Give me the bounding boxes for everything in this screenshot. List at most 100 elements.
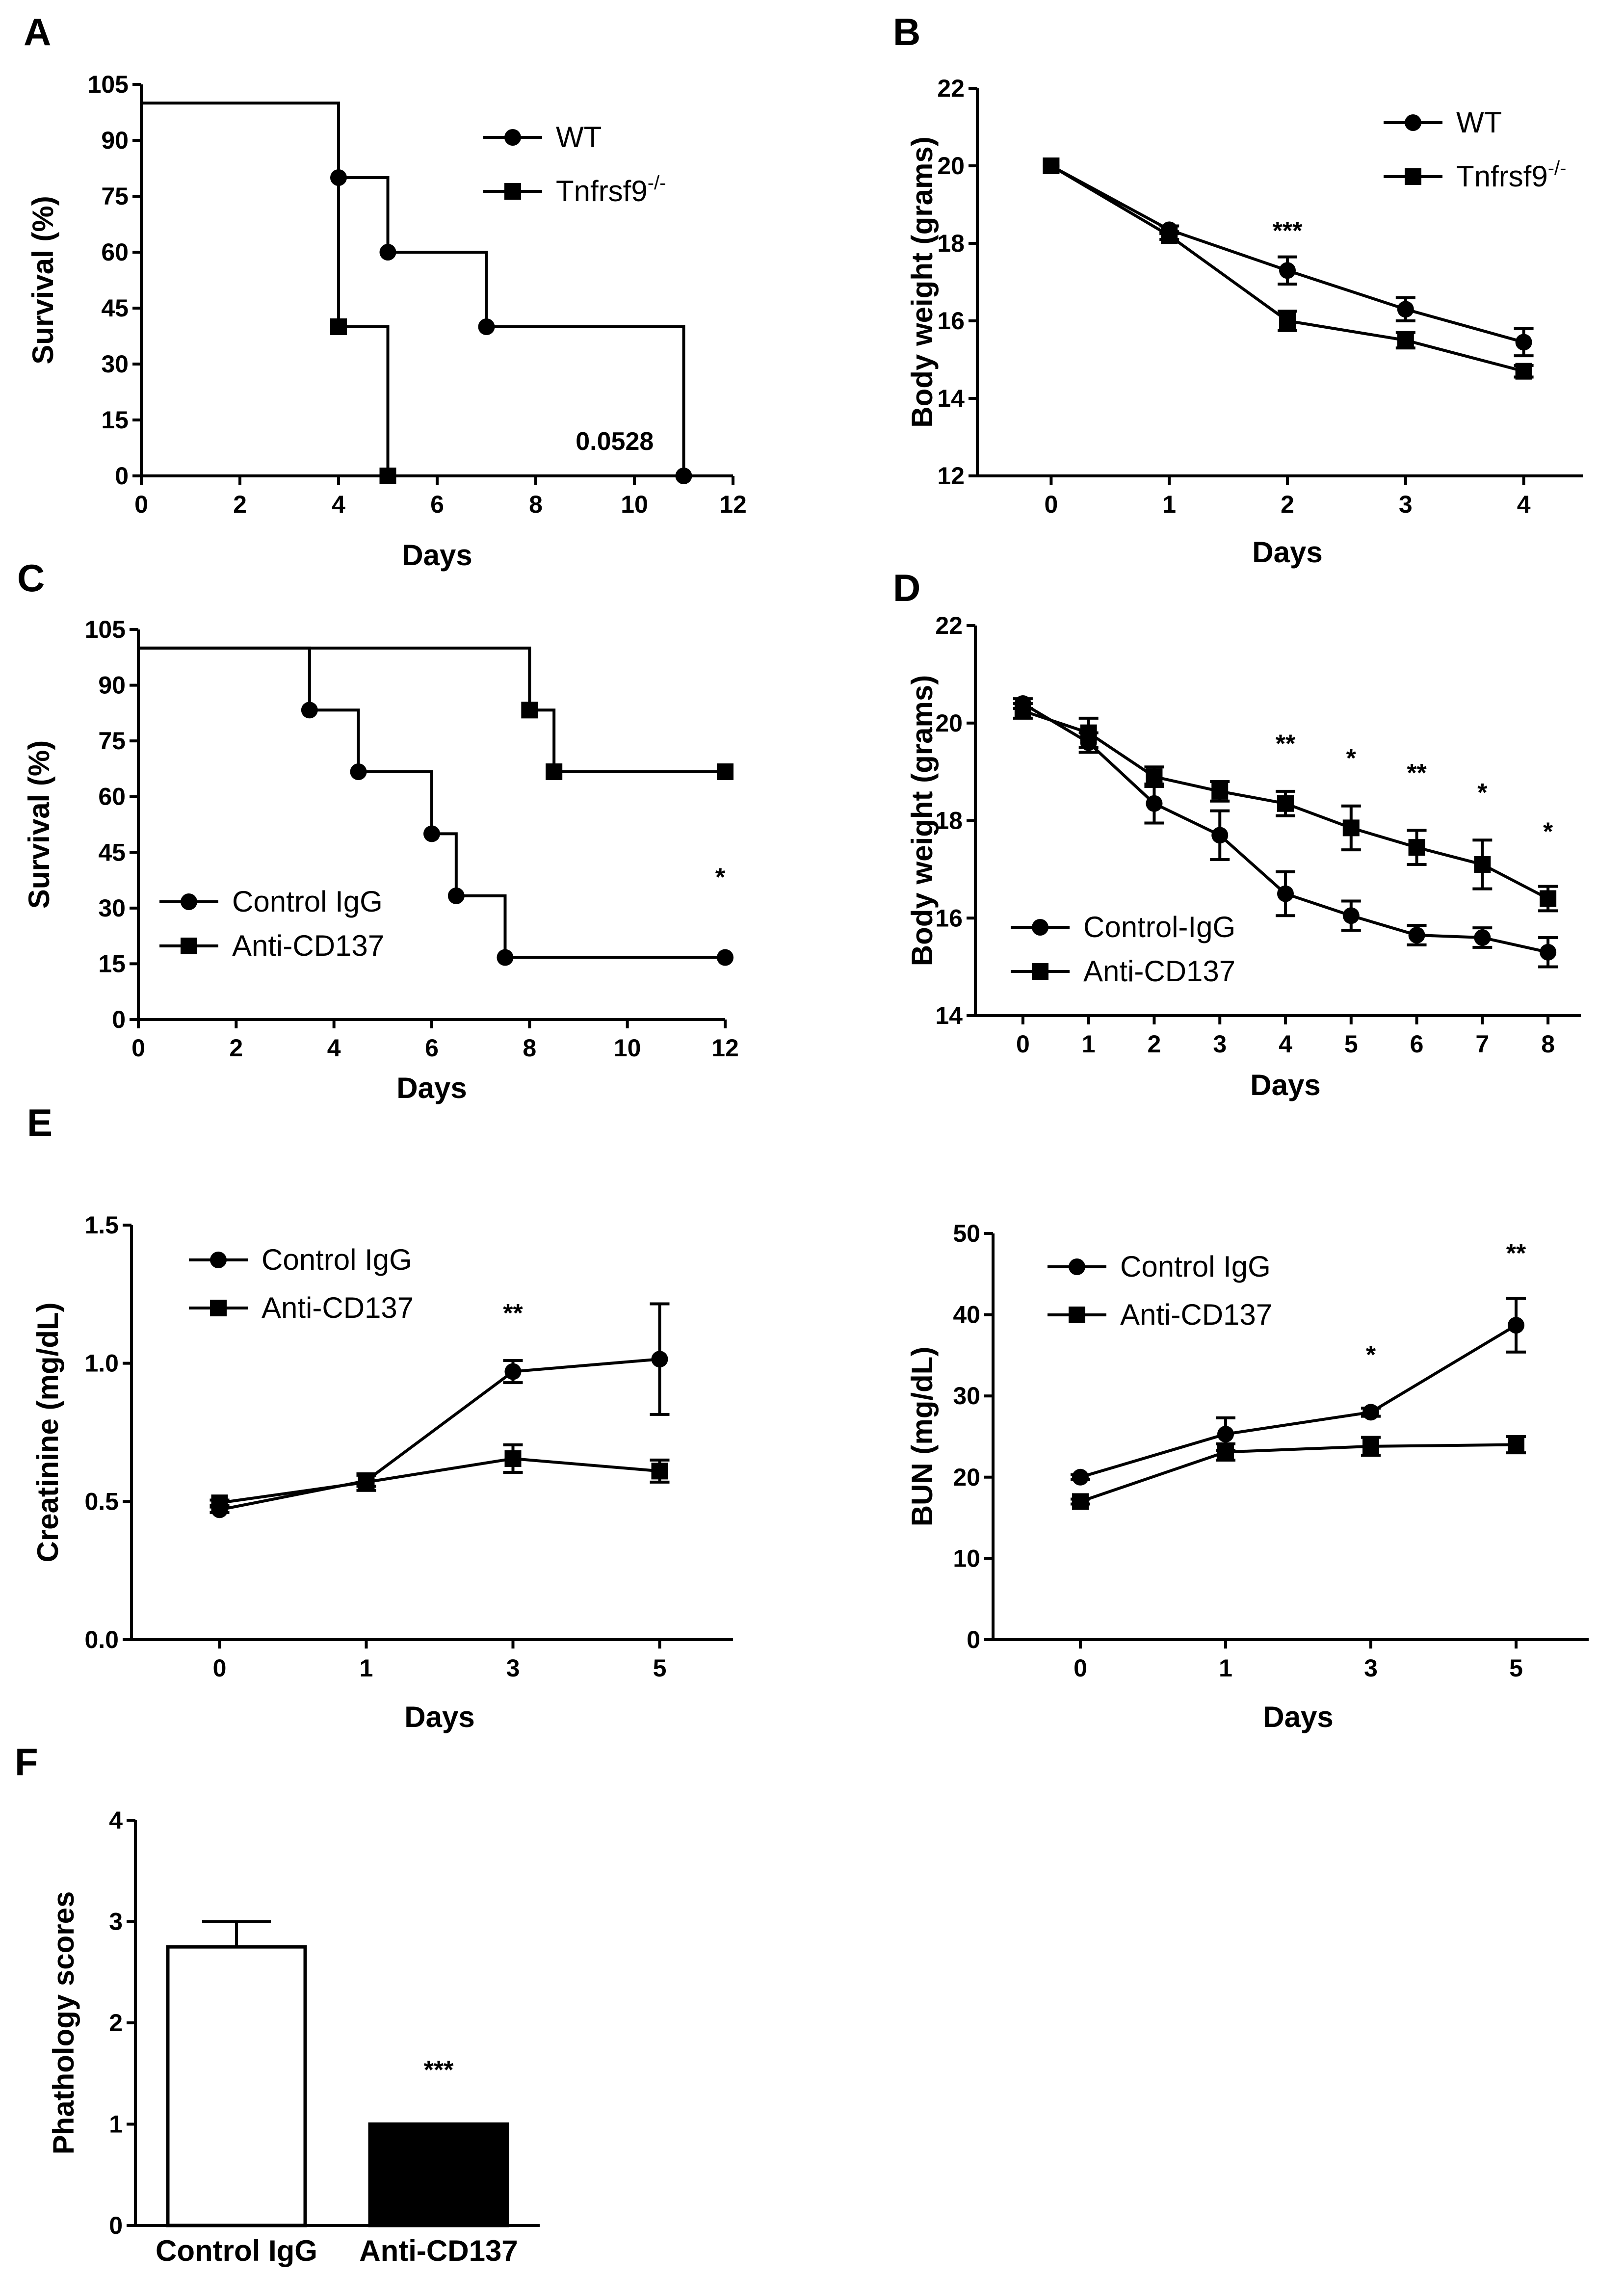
x-axis-label: Days [1250, 1069, 1320, 1101]
y-tick-label: 2 [109, 2009, 123, 2037]
significance-annotation: ** [503, 1299, 523, 1328]
data-point [1072, 1468, 1089, 1486]
series-square [1013, 702, 1558, 913]
y-tick-label: 16 [937, 307, 965, 335]
y-tick-label: 45 [98, 838, 126, 866]
data-point [447, 887, 465, 904]
y-tick-label: 105 [85, 616, 126, 643]
y-tick-label: 60 [98, 783, 126, 811]
legend-label-superscript: -/- [1548, 157, 1567, 179]
y-tick-label: 14 [935, 1002, 963, 1029]
data-point [521, 702, 538, 719]
x-tick-label: 4 [1517, 491, 1531, 518]
y-tick-label: 12 [937, 462, 965, 490]
data-point [1508, 1436, 1524, 1453]
data-point [1277, 885, 1294, 902]
legend-marker [1032, 963, 1048, 980]
y-tick-label: 14 [937, 385, 965, 412]
significance-annotation: ** [1506, 1239, 1526, 1268]
chart-d-body-weight-control-vs-anti-cd137: 14 16 18 20 22 0 1 2 3 4 5 6 7 8 Days Body weight (gram… [906, 612, 1581, 1101]
chart-e-creatinine: 0.0 0.5 1.0 1.5 0 1 3 5 Days Creatinine (mg/dL) Co… [31, 1211, 733, 1733]
legend-marker [1405, 168, 1421, 185]
y-tick-label: 3 [109, 1908, 123, 1936]
y-axis-label: Body weight (grams) [906, 136, 939, 427]
x-tick-label: 12 [711, 1034, 739, 1062]
data-point [1080, 724, 1097, 741]
data-point [1217, 1426, 1234, 1443]
data-point [1362, 1404, 1379, 1421]
x-tick-label: 1 [1082, 1030, 1096, 1058]
x-tick-label: 10 [614, 1034, 641, 1062]
legend-label-superscript: -/- [648, 172, 666, 194]
series-line [219, 1358, 660, 1512]
data-point [1397, 301, 1414, 318]
y-tick-label: 22 [935, 612, 963, 639]
y-tick-label: 105 [88, 71, 129, 98]
x-tick-label: 0 [1044, 491, 1058, 518]
x-tick-label: 0 [131, 1034, 145, 1062]
legend-label: WT [1456, 106, 1502, 139]
x-tick-label: 8 [523, 1034, 536, 1062]
data-point [478, 318, 495, 335]
survival-step-line [141, 102, 390, 476]
series-line [219, 1457, 660, 1505]
data-point [1146, 795, 1163, 812]
x-tick-label: 4 [327, 1034, 341, 1062]
legend-label-text: Tnfrsf9 [1456, 160, 1548, 193]
bar [166, 1945, 307, 2227]
data-point [301, 702, 318, 719]
legend-label-text: Control IgG [232, 885, 383, 918]
legend-marker [210, 1252, 227, 1268]
y-tick-label: 18 [937, 230, 965, 257]
data-point [1515, 363, 1532, 380]
y-tick-label: 22 [937, 75, 965, 102]
legend-label-text: Control IgG [1120, 1250, 1271, 1283]
x-tick-label: 6 [425, 1034, 439, 1062]
legend-marker [504, 183, 521, 200]
y-tick-label: 0.0 [84, 1626, 119, 1653]
x-category-label: Control IgG [156, 2234, 317, 2267]
significance-annotation: 0.0528 [576, 427, 654, 456]
x-tick-label: 3 [1364, 1654, 1378, 1682]
survival-step-line [141, 102, 685, 476]
x-tick-label: 1 [360, 1654, 373, 1682]
legend-marker [1405, 114, 1421, 131]
data-point [1146, 768, 1163, 785]
legend-label-text: WT [556, 121, 602, 154]
x-tick-label: 1 [1219, 1654, 1232, 1682]
survival-step-line [138, 646, 725, 773]
legend-label-text: WT [1456, 106, 1502, 139]
x-axis-label: Days [1263, 1701, 1333, 1733]
x-tick-label: 7 [1475, 1030, 1489, 1058]
y-tick-label: 1.0 [84, 1350, 119, 1377]
series-line [1080, 1443, 1517, 1503]
data-point [1072, 1493, 1089, 1510]
x-axis-label: Days [402, 539, 472, 572]
series-circle [138, 646, 733, 966]
x-tick-label: 8 [529, 491, 543, 518]
chart-f-pathology-scores: 0 1 2 3 4 Phathology scores Control IgG Anti-CD… [47, 1806, 540, 2267]
y-axis-label: Survival (%) [23, 740, 55, 909]
data-point [717, 763, 733, 780]
significance-annotation: *** [424, 2056, 454, 2085]
significance-annotation: ** [1407, 759, 1427, 787]
y-axis-label: BUN (mg/dL) [906, 1347, 939, 1527]
series-line [1080, 1324, 1517, 1479]
data-point [1211, 783, 1229, 800]
x-tick-label: 2 [229, 1034, 243, 1062]
y-tick-label: 30 [98, 894, 126, 922]
legend-label-text: Anti-CD137 [232, 929, 384, 962]
data-point [1515, 334, 1532, 351]
legend-label: Anti-CD137 [1083, 955, 1235, 988]
panel-label-f: F [15, 1740, 38, 1783]
data-point [423, 825, 440, 842]
chart-e-bun: 0 10 20 30 40 50 0 1 3 5 Days BUN (mg/dL) Control Ig… [906, 1220, 1589, 1733]
legend-label: Control IgG [262, 1243, 412, 1276]
series-square [141, 102, 396, 484]
legend-label-text: Tnfrsf9 [556, 175, 648, 208]
legend-label: Control IgG [232, 885, 383, 918]
panel-label-c: C [17, 556, 45, 600]
panel-label-a: A [24, 10, 51, 53]
legend-label-text: Anti-CD137 [1120, 1298, 1272, 1331]
